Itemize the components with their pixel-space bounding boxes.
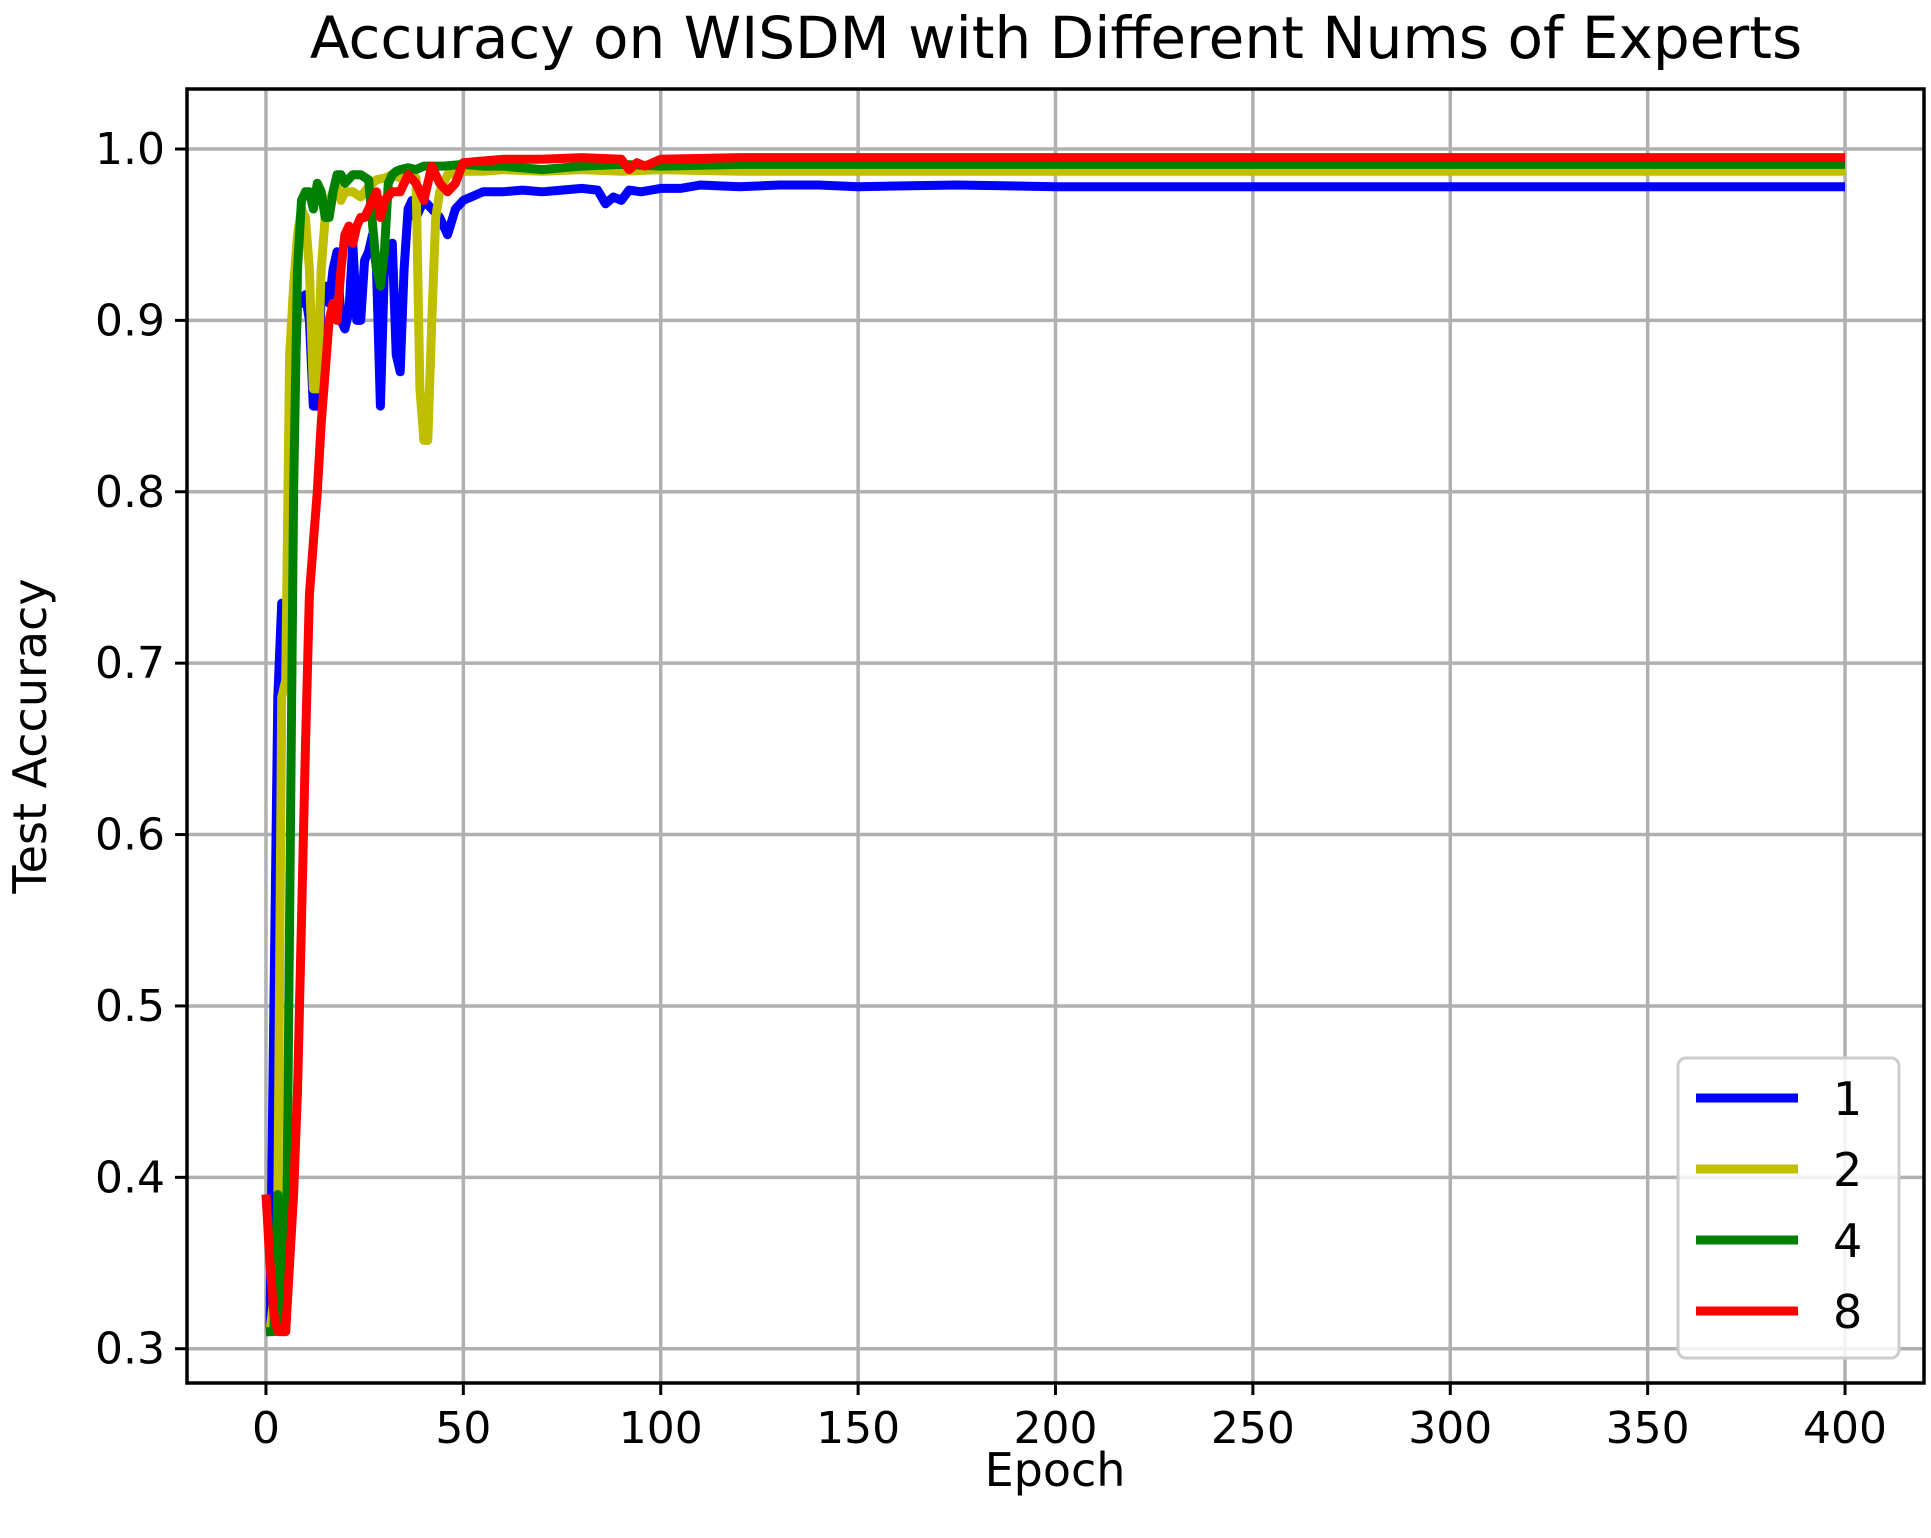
- legend-label-1: 1: [1833, 1072, 1862, 1126]
- x-tick-label: 150: [816, 1403, 900, 1454]
- y-tick-label: 0.7: [95, 638, 165, 689]
- y-tick-label: 0.3: [95, 1324, 165, 1375]
- x-tick-label: 350: [1606, 1403, 1690, 1454]
- x-tick-label: 400: [1803, 1403, 1887, 1454]
- x-tick-label: 0: [252, 1403, 280, 1454]
- series-lines: [261, 153, 1845, 1337]
- x-tick-label: 200: [1014, 1403, 1098, 1454]
- legend-box: [1676, 1056, 1901, 1360]
- x-tick-label: 250: [1211, 1403, 1295, 1454]
- x-tick-label: 50: [435, 1403, 491, 1454]
- y-axis-ticks: 0.3 0.4 0.5 0.6 0.7 0.8 0.9 1.0: [95, 124, 187, 1375]
- chart-title: Accuracy on WISDM with Different Nums of…: [310, 4, 1802, 72]
- y-tick-label: 0.5: [95, 981, 165, 1032]
- x-axis-label: Epoch: [985, 1443, 1126, 1497]
- legend-label-4: 4: [1833, 1214, 1862, 1268]
- series-line-8: [261, 153, 1845, 1337]
- grid-lines: [187, 89, 1924, 1383]
- y-axis-label: Test Accuracy: [3, 578, 57, 894]
- legend-label-8: 8: [1833, 1285, 1862, 1339]
- y-tick-label: 1.0: [95, 124, 165, 175]
- y-tick-label: 0.8: [95, 467, 165, 518]
- x-axis-ticks: 0 50 100 150 200 250 300 350 400: [252, 1383, 1887, 1454]
- y-tick-label: 0.9: [95, 295, 165, 346]
- legend-label-2: 2: [1833, 1143, 1862, 1197]
- x-tick-label: 300: [1408, 1403, 1492, 1454]
- series-line-4: [265, 159, 1845, 1337]
- y-tick-label: 0.6: [95, 810, 165, 861]
- x-tick-label: 100: [619, 1403, 703, 1454]
- plot-frame: [185, 87, 1926, 1385]
- y-tick-label: 0.4: [95, 1152, 165, 1203]
- legend: 1 2 4 8: [1676, 1056, 1901, 1360]
